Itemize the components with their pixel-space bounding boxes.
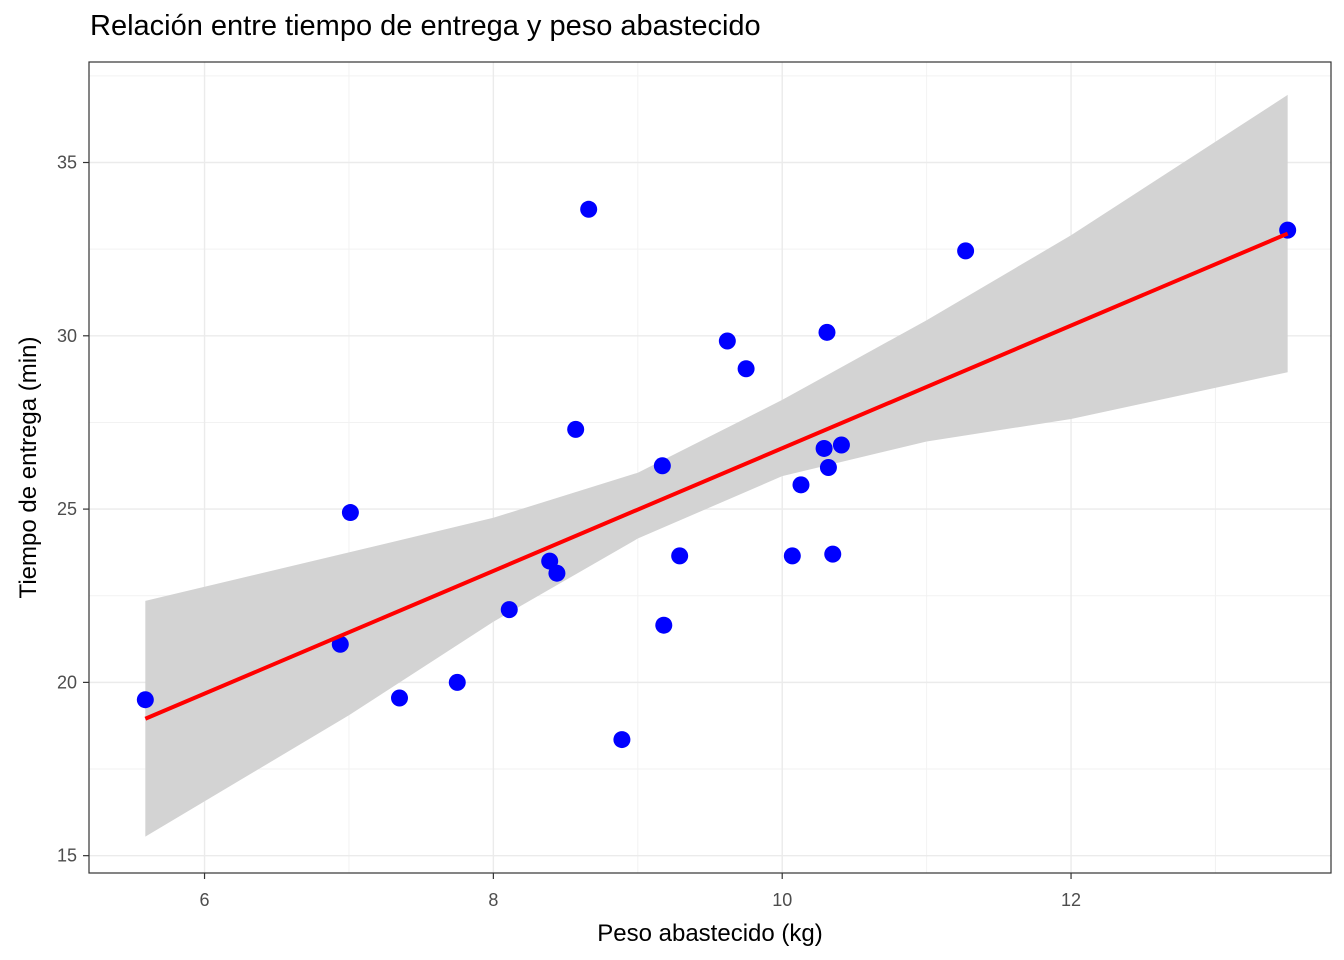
data-point [653,457,671,475]
data-point [824,545,842,563]
data-point [718,332,736,350]
data-point [819,459,837,476]
data-point [671,547,689,565]
data-point [737,360,755,378]
y-tick-label: 35 [57,153,77,173]
data-point [580,200,598,218]
data-point [391,689,408,707]
data-point [957,242,975,260]
confidence-band-area [145,94,1288,837]
data-point [341,504,359,522]
x-tick-label: 8 [488,890,498,910]
y-tick-label: 20 [57,672,77,692]
data-points [136,200,1297,749]
grid [89,62,1331,873]
y-axis-title: Tiempo de entrega (min) [15,337,42,599]
data-point [136,691,154,709]
y-tick-label: 25 [57,499,77,519]
data-point [815,439,833,457]
data-point [548,564,566,582]
regression-line [144,231,1289,721]
y-tick-label: 15 [57,846,77,866]
data-point [832,436,850,454]
data-point [567,420,585,438]
data-point [818,323,836,341]
data-point [792,476,810,494]
data-point [655,616,673,634]
x-tick-label: 6 [200,890,210,910]
regression-line-path [144,231,1289,721]
data-point [448,673,466,691]
data-point [500,601,518,619]
y-tick-label: 30 [57,326,77,346]
x-axis-title: Peso abastecido (kg) [597,920,822,947]
data-point [613,731,631,749]
panel-border [88,61,1332,874]
axis-ticks: 6 8 10 12 15 20 25 30 35 [57,153,1081,910]
data-point [331,635,349,653]
x-tick-label: 12 [1061,890,1081,910]
x-tick-label: 10 [772,890,792,910]
confidence-band [145,94,1288,837]
chart-title: Relación entre tiempo de entrega y peso … [90,10,761,42]
data-point [783,547,801,565]
